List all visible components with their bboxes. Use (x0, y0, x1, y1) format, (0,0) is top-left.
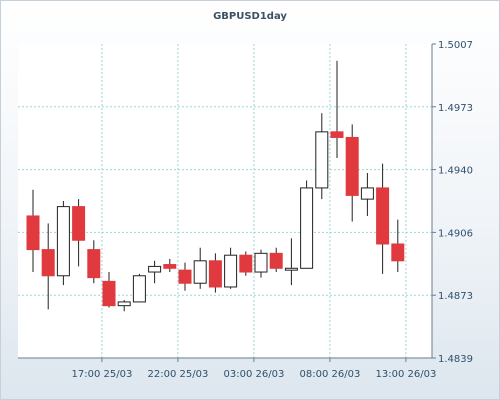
candle-body-up (360, 187, 374, 200)
candle (269, 247, 283, 273)
chart-title: GBPUSD1day (213, 11, 287, 22)
candle (345, 124, 359, 222)
grid-lines (18, 44, 432, 358)
candle (56, 201, 70, 286)
candle (117, 300, 131, 312)
candle (300, 180, 314, 269)
candle (315, 113, 329, 200)
x-tick-label: 03:00 26/03 (223, 369, 284, 380)
y-tick-label: 1.4839 (438, 354, 473, 365)
candle-body-down (163, 264, 177, 269)
candle (391, 219, 405, 273)
candle (72, 199, 86, 267)
candle-body-down (208, 260, 222, 288)
candle (330, 60, 344, 159)
y-tick-label: 1.5007 (438, 40, 473, 51)
candle-body-up (315, 131, 329, 189)
x-tick-label: 13:00 26/03 (375, 369, 436, 380)
candle (376, 163, 390, 274)
candle-body-down (26, 215, 40, 251)
candle (41, 223, 55, 310)
candle (193, 247, 207, 289)
tick-labels: 1.5007 1.4973 1.4940 1.4906 1.4873 1.4839 17:0… (71, 40, 473, 380)
candle-body-up (254, 252, 268, 273)
candle-body-down (87, 249, 101, 279)
candle-body-up (132, 275, 146, 303)
candle-body-down (72, 206, 86, 241)
candle (163, 258, 177, 273)
axes (18, 43, 436, 362)
candle (224, 247, 238, 289)
candle (148, 260, 162, 284)
candle (26, 189, 40, 273)
candle (178, 262, 192, 291)
candle-body-down (345, 136, 359, 196)
candle-body-down (239, 254, 253, 273)
candle-body-down (330, 131, 344, 138)
candle-body-down (41, 249, 55, 277)
candle (239, 251, 253, 276)
plot-area (18, 44, 432, 358)
x-tick-label: 22:00 25/03 (147, 369, 208, 380)
candle (87, 240, 101, 284)
y-tick-label: 1.4906 (438, 228, 473, 239)
candle (254, 249, 268, 278)
candle-body-up (148, 265, 162, 273)
candle-body-down (102, 280, 116, 307)
candle-body-up (224, 254, 238, 288)
candle-body-up (284, 267, 298, 271)
x-tick-label: 08:00 26/03 (299, 369, 360, 380)
candle-body-up (56, 206, 70, 277)
y-tick-label: 1.4940 (438, 166, 473, 177)
candle-body-down (376, 187, 390, 245)
candles (26, 60, 405, 312)
candle (284, 238, 298, 286)
candle-body-down (391, 243, 405, 262)
candle-body-down (178, 269, 192, 284)
candle-body-down (269, 252, 283, 269)
candle-body-up (117, 301, 131, 307)
candle (360, 172, 374, 216)
candle (132, 273, 146, 303)
candle (208, 253, 222, 293)
y-tick-label: 1.4973 (438, 103, 473, 114)
candle-body-up (300, 187, 314, 269)
candle-body-up (193, 260, 207, 284)
candle (102, 272, 116, 308)
y-tick-label: 1.4873 (438, 291, 473, 302)
x-tick-label: 17:00 25/03 (71, 369, 132, 380)
